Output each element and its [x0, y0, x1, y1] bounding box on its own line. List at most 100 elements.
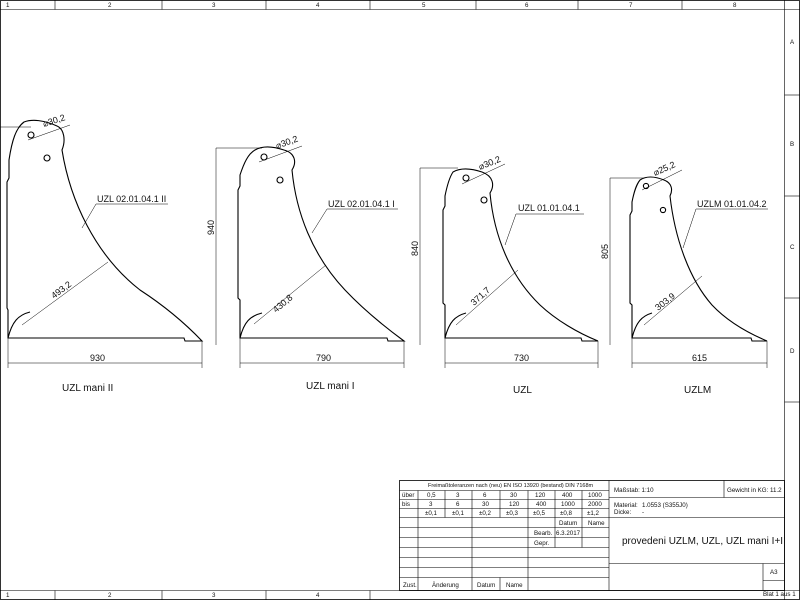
- hole-leader: [641, 169, 683, 191]
- tol-cell: 0,5: [427, 492, 436, 499]
- weight-label: Gewicht in KG: 11.2: [727, 487, 782, 494]
- hole-diameter-label: ⌀30,2: [42, 112, 67, 129]
- row-ticks: [784, 94, 800, 403]
- part-number-label: UZL 02.01.04.1 I: [328, 199, 395, 209]
- part-no-leader: [682, 208, 697, 249]
- height-label: 840: [410, 241, 420, 256]
- tol-cell: über: [402, 492, 414, 499]
- col-label: 8: [733, 2, 737, 9]
- thickness-field-value: -: [642, 509, 644, 516]
- part-number-label: UZL 01.01.04.1: [518, 203, 580, 213]
- tol-cell: 400: [562, 492, 573, 499]
- part-caption: UZL: [513, 385, 532, 396]
- col-label: 4: [316, 2, 320, 9]
- hole-leader: [258, 145, 303, 163]
- part-uzl: ⌀30,2 840 UZL 01.01.04.1 371,7 730 UZL: [410, 154, 599, 396]
- height-label: 805: [600, 244, 610, 259]
- tol-cell: 120: [535, 492, 546, 499]
- hole-lower: [43, 154, 51, 162]
- thickness-label: 303,9: [653, 291, 677, 313]
- col-label: 2: [108, 2, 112, 9]
- height-label: 940: [206, 220, 216, 235]
- hole-lower: [276, 176, 284, 184]
- hole-diameter-label: ⌀25,2: [652, 159, 677, 177]
- tol-cell: 3: [456, 492, 460, 499]
- part-no-leader: [504, 213, 517, 246]
- tol-cell: 6: [483, 492, 487, 499]
- row-labels: A B C D: [790, 39, 795, 355]
- col-label: 4: [316, 592, 320, 599]
- info-area: Maßstab: 1:10 Gewicht in KG: 11.2 Materi…: [609, 480, 796, 598]
- tol-cell: ±0,2: [479, 510, 492, 517]
- part-caption: UZL mani II: [62, 383, 113, 394]
- revision-table: Datum Name Bearb. 6.3.2017 Gepr. Zust. Ä…: [399, 517, 609, 591]
- width-label: 790: [316, 353, 331, 363]
- col-label: 1: [6, 2, 10, 9]
- scale-label: Maßstab: 1:10: [614, 487, 654, 494]
- sheet-number: Blat 1 aus 1: [763, 591, 796, 598]
- thickness-dim-line: [643, 275, 703, 326]
- col-label: 5: [422, 2, 426, 9]
- gepr-label: Gepr.: [534, 540, 549, 547]
- material-value: 1.0553 (S355J0): [642, 502, 688, 509]
- tol-cell: bis: [402, 501, 410, 508]
- hole-lower: [659, 206, 667, 214]
- column-labels-top: 1 2 3 4 5 6 7 8: [6, 2, 737, 9]
- hole-upper: [27, 131, 35, 139]
- column-labels-bottom: 1 2 3 4: [6, 592, 320, 599]
- rev-footer-zust: Zust.: [403, 582, 417, 589]
- drawing-title: provedeni UZLM, UZL, UZL mani I+II: [622, 536, 786, 547]
- tol-cell: 3: [429, 501, 433, 508]
- width-label: 615: [692, 353, 707, 363]
- material-label: Material:: [614, 502, 638, 509]
- tolerance-title: Freimaßtoleranzen nach (neu) EN ISO 1392…: [428, 483, 593, 489]
- part-uzl-mani-i: ⌀30,2 940 UZL 02.01.04.1 I 430,8 790 UZL…: [206, 134, 406, 392]
- hole-diameter-label: ⌀30,2: [477, 154, 502, 172]
- part-caption: UZL mani I: [306, 381, 355, 392]
- col-label: 3: [212, 592, 216, 599]
- inner-curve: [7, 311, 31, 339]
- tol-cell: 2000: [588, 501, 602, 508]
- rev-footer-datum: Datum: [477, 582, 495, 589]
- part-number-label: UZLM 01.01.04.2: [697, 199, 767, 209]
- tol-cell: 30: [482, 501, 489, 508]
- col-label: 3: [212, 2, 216, 9]
- width-label: 730: [514, 353, 529, 363]
- paper-format: A3: [770, 569, 778, 576]
- row-label: C: [790, 244, 795, 251]
- col-label: 2: [108, 592, 112, 599]
- inner-curve: [239, 312, 263, 339]
- thickness-dim-line: [21, 261, 109, 326]
- inner-curve: [631, 312, 653, 339]
- part-number-label: UZL 02.01.04.1 II: [97, 194, 166, 204]
- part-uzl-mani-ii: ⌀30,2 UZL 02.01.04.1 II 493,2 930 UZL ma…: [0, 112, 204, 394]
- tol-cell: 30: [510, 492, 517, 499]
- part-uzlm: ⌀25,2 805 UZLM 01.01.04.2 303,9 615 UZLM: [600, 159, 768, 396]
- hole-leader: [27, 124, 71, 141]
- column-ticks: [54, 0, 683, 600]
- part-no-leader: [81, 203, 97, 229]
- col-label: 1: [6, 592, 10, 599]
- thickness-field-label: Dicke:: [614, 509, 631, 516]
- row-label: B: [790, 141, 794, 148]
- part-outline: [629, 176, 768, 342]
- thickness-label: 430,8: [271, 292, 295, 314]
- part-outline: [6, 119, 204, 342]
- tol-cell: ±0,3: [506, 510, 519, 517]
- hole-leader: [461, 163, 506, 185]
- col-label: 6: [525, 2, 529, 9]
- title-block: Freimaßtoleranzen nach (neu) EN ISO 1392…: [399, 480, 796, 598]
- tol-cell: ±1,2: [587, 510, 600, 517]
- rev-head-name: Name: [588, 520, 605, 527]
- hole-upper: [642, 182, 650, 190]
- tol-cell: ±0,1: [452, 510, 465, 517]
- bearb-label: Bearb.: [534, 530, 553, 537]
- tol-cell: 400: [536, 501, 547, 508]
- hole-lower: [480, 196, 488, 204]
- bearb-date: 6.3.2017: [556, 530, 581, 537]
- width-label: 930: [90, 353, 105, 363]
- tol-cell: ±0,1: [425, 510, 438, 517]
- tol-cell: 6: [456, 501, 460, 508]
